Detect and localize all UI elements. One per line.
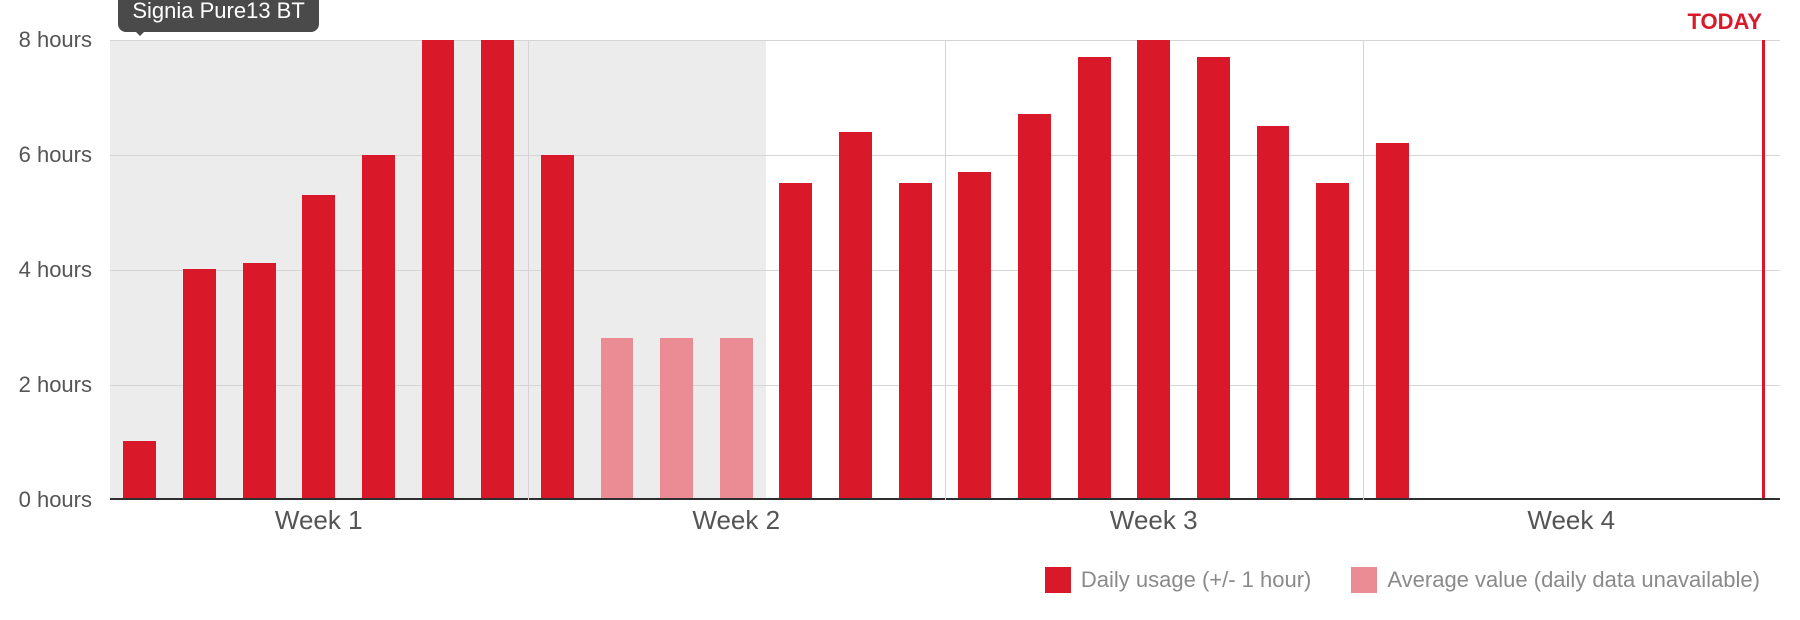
today-marker-line bbox=[1762, 40, 1765, 498]
device-tooltip: Signia Pure13 BT bbox=[118, 0, 318, 32]
x-axis-week-label: Week 2 bbox=[692, 505, 780, 536]
bar-average-value[interactable] bbox=[601, 338, 634, 498]
bar-daily-usage[interactable] bbox=[302, 195, 335, 498]
bar-daily-usage[interactable] bbox=[123, 441, 156, 498]
bar-daily-usage[interactable] bbox=[1078, 57, 1111, 498]
x-axis-week-label: Week 4 bbox=[1527, 505, 1615, 536]
bar-daily-usage[interactable] bbox=[183, 269, 216, 498]
legend-item-label: Average value (daily data unavailable) bbox=[1387, 567, 1760, 593]
gridline-vertical bbox=[945, 40, 946, 500]
bar-daily-usage[interactable] bbox=[1018, 114, 1051, 498]
chart-legend: Daily usage (+/- 1 hour) Average value (d… bbox=[0, 560, 1760, 600]
bar-daily-usage[interactable] bbox=[839, 132, 872, 498]
bar-daily-usage[interactable] bbox=[541, 155, 574, 499]
x-axis-labels: Week 1 Week 2 Week 3 Week 4 bbox=[110, 505, 1780, 545]
legend-item-average: Average value (daily data unavailable) bbox=[1351, 567, 1760, 593]
x-axis-week-label: Week 1 bbox=[275, 505, 363, 536]
bar-daily-usage[interactable] bbox=[1316, 183, 1349, 498]
gridline-vertical bbox=[1363, 40, 1364, 500]
bar-daily-usage[interactable] bbox=[958, 172, 991, 498]
y-axis-tick-label: 6 hours bbox=[19, 142, 92, 168]
bar-daily-usage[interactable] bbox=[1197, 57, 1230, 498]
y-axis-tick-label: 0 hours bbox=[19, 487, 92, 513]
bar-daily-usage[interactable] bbox=[1137, 40, 1170, 498]
bar-daily-usage[interactable] bbox=[362, 155, 395, 499]
gridline-vertical bbox=[528, 40, 529, 500]
legend-item-usage: Daily usage (+/- 1 hour) bbox=[1045, 567, 1312, 593]
today-marker-label: TODAY bbox=[1688, 9, 1763, 35]
bar-daily-usage[interactable] bbox=[481, 40, 514, 498]
legend-item-label: Daily usage (+/- 1 hour) bbox=[1081, 567, 1312, 593]
legend-swatch-icon bbox=[1045, 567, 1071, 593]
legend-swatch-icon bbox=[1351, 567, 1377, 593]
y-axis-tick-label: 2 hours bbox=[19, 372, 92, 398]
x-axis-week-label: Week 3 bbox=[1110, 505, 1198, 536]
bar-daily-usage[interactable] bbox=[1257, 126, 1290, 498]
bar-daily-usage[interactable] bbox=[899, 183, 932, 498]
bar-daily-usage[interactable] bbox=[1376, 143, 1409, 498]
bar-average-value[interactable] bbox=[660, 338, 693, 498]
plot-area: TODAYSignia Pure13 BT bbox=[110, 40, 1780, 500]
bar-daily-usage[interactable] bbox=[779, 183, 812, 498]
bar-daily-usage[interactable] bbox=[422, 40, 455, 498]
y-axis-tick-label: 8 hours bbox=[19, 27, 92, 53]
y-axis-labels: 0 hours2 hours4 hours6 hours8 hours bbox=[20, 40, 100, 500]
y-axis-tick-label: 4 hours bbox=[19, 257, 92, 283]
usage-chart: 0 hours2 hours4 hours6 hours8 hours TODA… bbox=[20, 40, 1780, 500]
bar-average-value[interactable] bbox=[720, 338, 753, 498]
bar-daily-usage[interactable] bbox=[243, 263, 276, 498]
